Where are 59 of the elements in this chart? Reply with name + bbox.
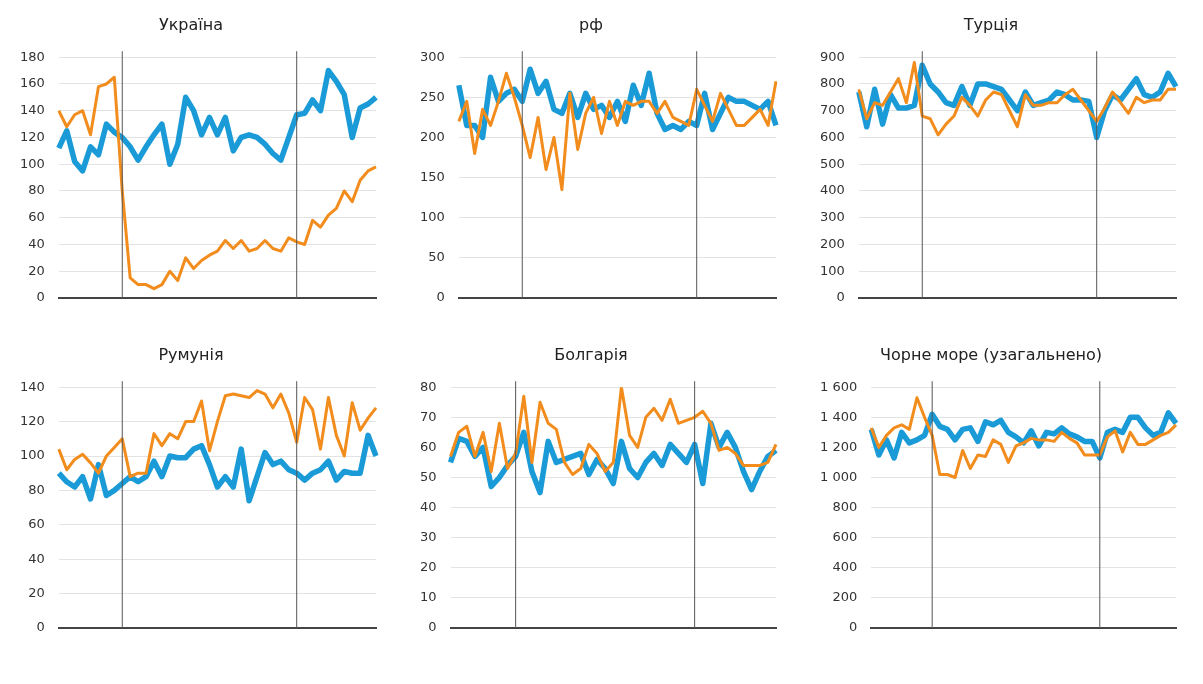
y-tick-label: 180: [19, 48, 45, 64]
y-tick-label: 50: [428, 249, 445, 265]
y-tick-label: 0: [436, 289, 445, 305]
y-tick-label: 200: [419, 128, 445, 144]
y-tick-label: 40: [28, 235, 45, 251]
y-tick-label: 120: [19, 128, 45, 144]
y-tick-label: 800: [819, 75, 845, 91]
y-tick-label: 100: [819, 262, 845, 278]
y-tick-label: 60: [420, 438, 437, 454]
y-tick-label: 120: [19, 412, 45, 428]
chart-title: Україна: [158, 14, 224, 34]
y-tick-label: 70: [420, 408, 437, 424]
y-tick-label: 40: [28, 550, 45, 566]
y-tick-label: 30: [420, 529, 437, 545]
y-tick-label: 0: [36, 619, 45, 635]
y-tick-label: 1 000: [820, 468, 858, 484]
y-tick-label: 1 600: [820, 378, 858, 394]
y-tick-label: 100: [19, 447, 45, 463]
y-tick-label: 10: [420, 589, 437, 605]
y-tick-label: 150: [419, 168, 445, 184]
chart-title: рф: [579, 14, 603, 34]
y-tick-label: 20: [28, 262, 45, 278]
y-tick-label: 80: [420, 378, 437, 394]
y-tick-label: 60: [28, 209, 45, 225]
y-tick-label: 400: [832, 559, 858, 575]
chart-title: Турція: [962, 14, 1019, 34]
y-tick-label: 40: [420, 498, 437, 514]
y-tick-label: 1 200: [820, 438, 858, 454]
y-tick-label: 20: [420, 559, 437, 575]
y-tick-label: 200: [819, 235, 845, 251]
y-tick-label: 80: [28, 182, 45, 198]
y-tick-label: 160: [19, 75, 45, 91]
y-tick-label: 140: [19, 378, 45, 394]
y-tick-label: 400: [819, 182, 845, 198]
y-tick-label: 80: [28, 481, 45, 497]
y-tick-label: 0: [836, 289, 845, 305]
y-tick-label: 0: [848, 619, 858, 635]
y-tick-label: 900: [819, 48, 845, 64]
y-tick-label: 800: [832, 498, 858, 514]
y-tick-label: 100: [419, 209, 445, 225]
y-tick-label: 0: [36, 289, 45, 305]
y-tick-label: 20: [28, 584, 45, 600]
y-tick-label: 300: [419, 48, 445, 64]
y-tick-label: 250: [419, 88, 445, 104]
y-tick-label: 0: [428, 619, 437, 635]
y-tick-label: 300: [819, 209, 845, 225]
y-tick-label: 700: [819, 102, 845, 118]
chart-title: Чорне море (узагальнено): [880, 344, 1102, 364]
chart-title: Болгарія: [554, 344, 628, 364]
y-tick-label: 500: [819, 155, 845, 171]
y-tick-label: 100: [19, 155, 45, 171]
y-tick-label: 1 400: [820, 408, 858, 424]
y-tick-label: 600: [819, 128, 845, 144]
y-tick-label: 200: [832, 589, 858, 605]
y-tick-label: 60: [28, 516, 45, 532]
y-tick-label: 140: [19, 102, 45, 118]
y-tick-label: 600: [832, 529, 858, 545]
chart-title: Румунія: [158, 344, 224, 364]
y-tick-label: 50: [420, 468, 437, 484]
